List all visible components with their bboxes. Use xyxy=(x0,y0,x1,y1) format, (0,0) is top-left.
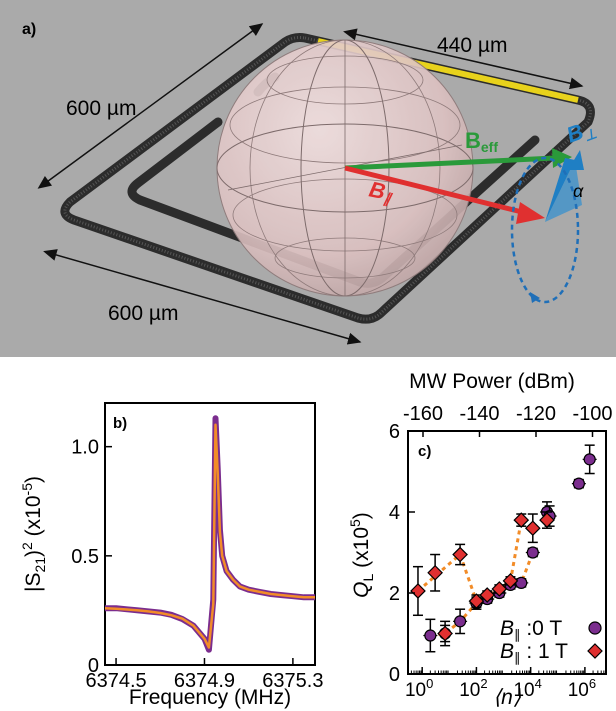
panel-b-fit-line xyxy=(104,423,315,649)
panel-c-label: c) xyxy=(418,443,431,460)
panel-c-xtick-label: 102 xyxy=(459,676,487,701)
panel-b-xtick-label: 6374.5 xyxy=(85,670,146,692)
panel-c-xtick-label: 104 xyxy=(513,676,541,701)
dim-arrow-left xyxy=(37,23,264,189)
panel-c-ylabel: QL (x105) xyxy=(347,512,376,598)
panel-c-point-0T xyxy=(526,546,539,559)
dim-left-label: 600 µm xyxy=(66,97,136,120)
panel-c-point-0T xyxy=(515,576,528,589)
beff-vector xyxy=(344,155,556,171)
panel-c-point-1T xyxy=(539,512,555,528)
alpha-label: α xyxy=(573,181,584,201)
panel-a: a) xyxy=(0,0,616,357)
dim-top-label: 440 µm xyxy=(437,34,507,57)
panel-b-xtick-label: 6375.3 xyxy=(262,670,323,692)
panel-b-label: b) xyxy=(113,415,127,432)
panel-c-point-1T xyxy=(437,625,453,642)
panel-c-ytick-label: 4 xyxy=(389,502,400,524)
beff-arrowhead xyxy=(552,148,572,168)
bperp-arrowhead xyxy=(568,150,584,170)
panel-a-label: a) xyxy=(22,21,36,38)
panel-b-frame xyxy=(104,402,316,666)
precession-arrow xyxy=(530,292,540,303)
dim-bottom-label: 600 µm xyxy=(108,302,178,325)
panel-c-top-tick-label: -160 xyxy=(403,403,443,425)
panel-c-top-tick-label: -140 xyxy=(459,403,499,425)
legend-marker-circle xyxy=(588,621,602,635)
panel-c-point-1T xyxy=(479,587,496,603)
panel-c-xtick-label: 106 xyxy=(568,676,596,701)
panel-b-ylabel: |S21)2 (x10-5) xyxy=(19,476,48,592)
legend: B∥ :0 T B∥ : 1 T xyxy=(500,617,603,665)
bpar-arrowhead xyxy=(516,202,545,224)
panel-c-point-1T xyxy=(502,573,519,589)
panel-c: MW Power (dBm) -160 -140 -120 -100 c) 0 2 4 6 1… xyxy=(347,370,613,709)
panel-c-point-0T xyxy=(583,453,596,466)
panel-b-ytick-label: 0.5 xyxy=(71,546,99,568)
panel-c-point-0T xyxy=(424,629,437,642)
panel-b: b) 6374.5 6374.9 6375.3 0 0.5 1.0 Frequency (… xyxy=(19,402,323,709)
legend-label-0T: B∥ :0 T xyxy=(500,617,562,642)
panel-b-data-line xyxy=(105,415,315,653)
panel-c-point-0T xyxy=(572,477,585,490)
precession-ellipse xyxy=(510,156,580,304)
panel-c-point-1T xyxy=(410,583,426,599)
angle-wedge xyxy=(545,160,582,222)
panel-c-top-tick-label: -120 xyxy=(516,403,556,425)
dim-arrow-bottom xyxy=(43,249,362,345)
panel-c-xlabel: ⟨n⟩ xyxy=(493,686,521,709)
beff-label: Beff xyxy=(465,128,498,155)
panel-c-point-1T xyxy=(491,581,508,597)
dim-arrow-top xyxy=(343,28,584,90)
panel-c-point-1T xyxy=(427,564,443,581)
panel-c-point-0T xyxy=(453,615,467,628)
panel-b-xtick-label: 6374.9 xyxy=(174,670,235,692)
panel-c-point-1T xyxy=(513,512,530,528)
legend-marker-diamond xyxy=(587,643,603,659)
legend-label-1T: B∥ : 1 T xyxy=(500,640,568,665)
panel-c-ytick-label: 0 xyxy=(389,664,400,686)
panel-c-ytick-label: 6 xyxy=(389,421,400,443)
panel-c-xtick-label: 100 xyxy=(405,676,433,701)
panel-c-point-1T xyxy=(452,546,468,563)
panel-b-ytick-label: 1.0 xyxy=(71,437,99,459)
panel-b-xlabel: Frequency (MHz) xyxy=(129,686,291,709)
panel-c-top-axis-label: MW Power (dBm) xyxy=(409,370,575,393)
panel-b-ytick-label: 0 xyxy=(88,655,99,677)
panel-c-frame xyxy=(407,430,607,675)
bpar-vector xyxy=(344,165,523,215)
panel-c-point-1T xyxy=(468,593,485,609)
panel-c-top-tick-label: -100 xyxy=(572,403,612,425)
bperp-vector xyxy=(545,158,575,222)
panel-c-point-1T xyxy=(524,520,541,537)
panel-c-ytick-label: 2 xyxy=(389,583,400,605)
